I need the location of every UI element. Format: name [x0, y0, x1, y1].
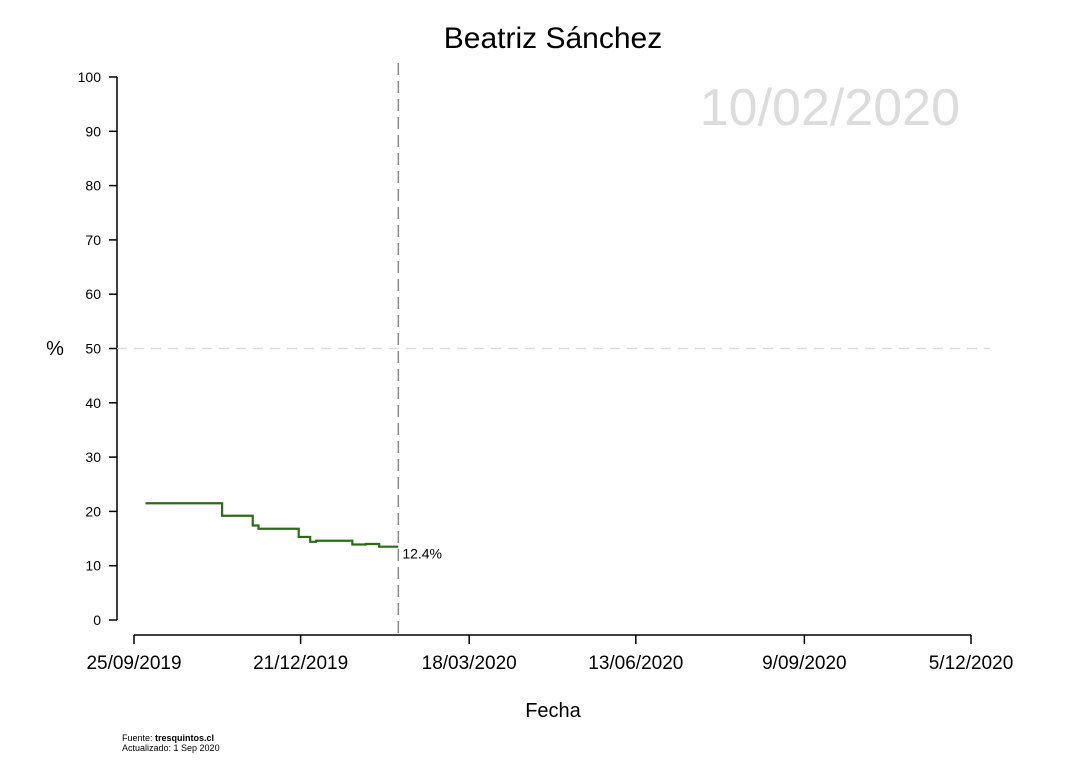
end-value-label: 12.4% — [402, 546, 442, 562]
y-tick-label: 100 — [78, 69, 102, 85]
y-tick-label: 20 — [85, 503, 101, 519]
x-tick-label: 21/12/2019 — [253, 653, 348, 674]
x-tick-label: 18/03/2020 — [422, 653, 517, 674]
x-tick-label: 25/09/2019 — [86, 653, 181, 674]
chart-title: Beatriz Sánchez — [444, 22, 662, 55]
y-tick-label: 60 — [85, 286, 101, 302]
footer: Fuente: tresquintos.cl Actualizado: 1 Se… — [122, 733, 220, 753]
series-line — [145, 502, 399, 548]
y-tick-label: 70 — [85, 232, 101, 248]
y-tick-label: 40 — [85, 395, 101, 411]
source-prefix: Fuente: — [122, 733, 156, 743]
x-tick-label: 5/12/2020 — [929, 653, 1014, 674]
x-axis-label: Fecha — [525, 700, 581, 722]
x-tick-label: 9/09/2020 — [762, 653, 847, 674]
source-site: tresquintos.cl — [155, 733, 215, 743]
updated-line: Actualizado: 1 Sep 2020 — [122, 743, 220, 753]
y-tick-label: 0 — [93, 612, 101, 628]
source-line: Fuente: tresquintos.cl — [122, 733, 220, 743]
y-tick-label: 30 — [85, 449, 101, 465]
x-tick-label: 13/06/2020 — [588, 653, 683, 674]
y-tick-label: 80 — [85, 178, 101, 194]
y-axis-label: % — [46, 338, 64, 360]
watermark-date: 10/02/2020 — [700, 79, 960, 137]
y-tick-label: 90 — [85, 123, 101, 139]
plot-area: 0 10 20 30 40 50 60 70 80 90 100 25/09/2019 21/12/20… — [78, 63, 1014, 674]
y-tick-label: 50 — [85, 341, 101, 357]
y-tick-label: 10 — [85, 558, 101, 574]
